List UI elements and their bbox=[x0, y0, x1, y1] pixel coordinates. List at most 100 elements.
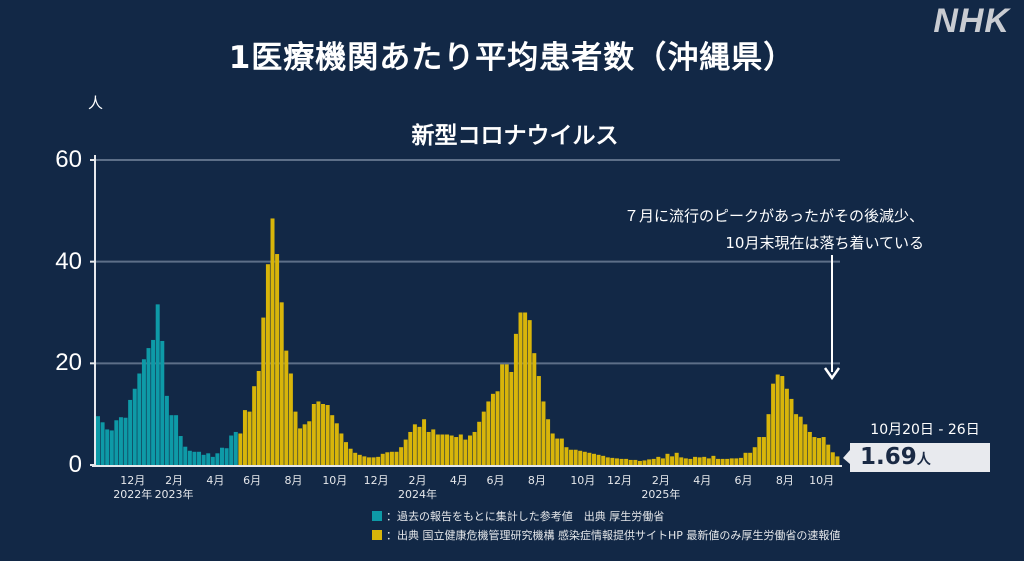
bar bbox=[164, 395, 169, 465]
bar bbox=[132, 388, 137, 465]
bar bbox=[206, 453, 211, 465]
bar bbox=[564, 447, 569, 465]
bar bbox=[252, 386, 257, 465]
bar bbox=[592, 453, 596, 465]
bar bbox=[178, 436, 183, 465]
bar bbox=[394, 451, 399, 465]
legend-item-official: ：出典 国立健康危機管理研究機構 感染症情報提供サイトHP 最新値のみ厚生労働省… bbox=[372, 527, 840, 543]
bar bbox=[385, 452, 390, 465]
bar bbox=[504, 364, 509, 465]
bar bbox=[706, 458, 711, 465]
bar bbox=[569, 449, 574, 465]
bar bbox=[362, 456, 367, 465]
year-label: 2022年 bbox=[113, 487, 152, 501]
bar bbox=[670, 456, 675, 465]
latest-value: 1.69 bbox=[860, 444, 917, 470]
bar bbox=[679, 457, 684, 465]
bar bbox=[468, 435, 472, 465]
bar bbox=[187, 450, 192, 465]
bar bbox=[123, 417, 128, 465]
bar bbox=[817, 438, 822, 465]
bar bbox=[261, 317, 266, 465]
bar bbox=[601, 455, 606, 465]
bar bbox=[279, 302, 284, 465]
annotation: ７月に流行のピークがあったがその後減少、 10月末現在は落ち着いている bbox=[624, 203, 924, 257]
bar bbox=[197, 451, 202, 465]
bar bbox=[637, 460, 642, 465]
page-title: 1医療機関あたり平均患者数（沖縄県） bbox=[228, 40, 796, 76]
latest-unit: 人 bbox=[916, 452, 931, 468]
bar bbox=[353, 452, 358, 465]
bar bbox=[210, 456, 215, 465]
bar bbox=[665, 453, 670, 465]
bar bbox=[683, 458, 688, 465]
bar bbox=[311, 404, 316, 465]
bar bbox=[642, 460, 647, 465]
bar bbox=[688, 458, 693, 465]
bar bbox=[559, 438, 564, 465]
bar bbox=[500, 364, 505, 465]
bar bbox=[445, 434, 450, 465]
bar bbox=[780, 376, 785, 465]
bar bbox=[316, 401, 321, 465]
bar bbox=[775, 374, 780, 465]
x-tick-label: 4月 bbox=[450, 474, 468, 487]
bar bbox=[784, 388, 789, 465]
bar bbox=[160, 340, 165, 465]
bar bbox=[96, 416, 100, 465]
bar bbox=[738, 457, 743, 465]
bar bbox=[711, 455, 716, 465]
bar bbox=[826, 444, 831, 465]
bar bbox=[633, 459, 638, 465]
bar bbox=[220, 447, 224, 465]
bar bbox=[298, 428, 303, 465]
bar bbox=[344, 442, 348, 465]
bar bbox=[146, 348, 151, 465]
bar bbox=[587, 452, 592, 465]
bar bbox=[596, 454, 601, 465]
annotation-line: ７月に流行のピークがあったがその後減少、 bbox=[623, 207, 924, 225]
year-label: 2025年 bbox=[641, 487, 680, 501]
latest-value-box: 1.69人 bbox=[850, 443, 990, 472]
bar bbox=[527, 320, 532, 465]
bar bbox=[481, 411, 486, 465]
bar bbox=[532, 353, 537, 465]
bar bbox=[734, 458, 739, 465]
x-tick-label: 8月 bbox=[284, 474, 302, 487]
bar bbox=[325, 405, 330, 465]
bar bbox=[242, 410, 247, 465]
bar bbox=[651, 458, 656, 465]
bar bbox=[412, 424, 417, 465]
bar bbox=[518, 312, 523, 465]
bar bbox=[275, 254, 280, 465]
bar bbox=[192, 451, 197, 465]
bar bbox=[174, 415, 179, 465]
annotation-line: 10月末現在は落ち着いている bbox=[725, 234, 924, 252]
latest-period: 10月20日 - 26日 bbox=[870, 422, 980, 438]
bar bbox=[720, 458, 725, 465]
arrow-down-icon bbox=[823, 367, 841, 381]
bar bbox=[137, 373, 142, 465]
bar bbox=[109, 430, 114, 465]
bar bbox=[624, 458, 629, 465]
x-tick-label: 4月 bbox=[206, 474, 224, 487]
bar bbox=[789, 398, 794, 465]
x-tick-label: 10月 bbox=[570, 474, 595, 487]
bar bbox=[835, 456, 840, 465]
bar bbox=[114, 420, 119, 465]
y-tick-label: 20 bbox=[55, 349, 82, 376]
bar bbox=[807, 431, 812, 465]
x-tick-label: 12月 bbox=[120, 474, 145, 487]
x-tick-label: 2月 bbox=[408, 474, 426, 487]
bar bbox=[399, 447, 404, 465]
bar bbox=[141, 359, 146, 465]
x-tick-label: 12月 bbox=[364, 474, 389, 487]
bar bbox=[490, 393, 495, 465]
bar bbox=[371, 457, 376, 465]
x-tick-label: 2月 bbox=[652, 474, 670, 487]
bar bbox=[798, 416, 803, 465]
bar bbox=[357, 454, 362, 465]
bar bbox=[376, 456, 381, 465]
x-tick-label: 10月 bbox=[809, 474, 834, 487]
bar bbox=[803, 424, 808, 465]
